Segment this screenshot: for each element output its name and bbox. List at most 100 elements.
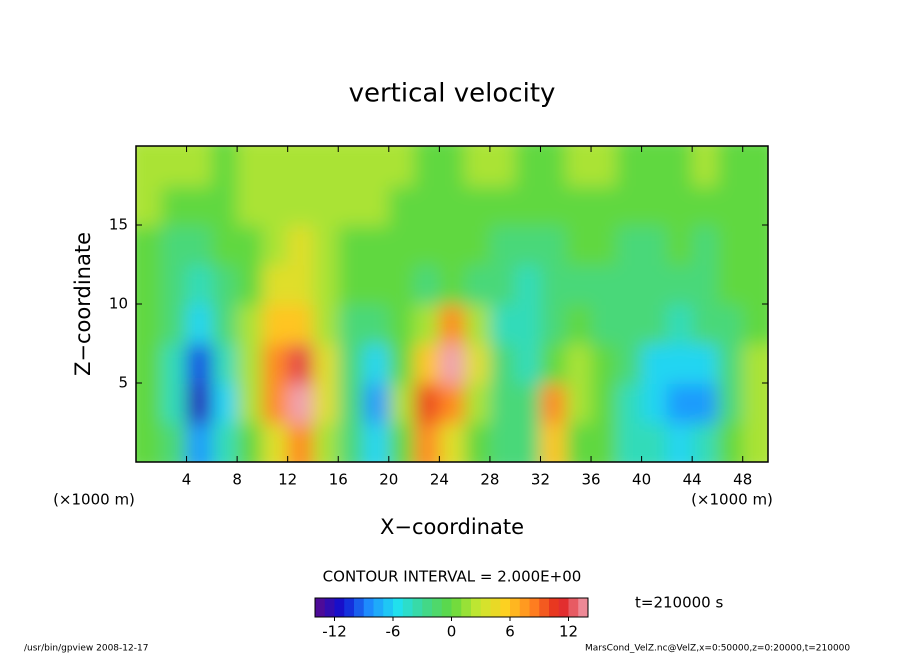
colorbar-cell <box>461 598 472 617</box>
colorbar-cell <box>373 598 384 617</box>
cell <box>591 304 618 345</box>
cell <box>489 146 517 187</box>
colorbar-cell <box>344 598 355 617</box>
cell <box>312 225 340 266</box>
cell <box>161 304 188 345</box>
chart-title: vertical velocity <box>349 79 556 109</box>
colorbar-cell <box>383 598 394 617</box>
cell <box>237 304 264 345</box>
cell <box>464 225 491 266</box>
cell <box>262 264 289 305</box>
cell <box>616 264 643 305</box>
cell <box>186 343 213 384</box>
cell <box>666 343 694 384</box>
cell <box>464 383 491 424</box>
cell <box>186 185 213 226</box>
colorbar-cell <box>451 598 462 617</box>
cell <box>742 343 768 384</box>
colorbar-cell <box>490 598 501 617</box>
cell <box>717 304 744 345</box>
cell <box>211 185 239 226</box>
cell <box>666 225 694 266</box>
x-tick-label: 36 <box>581 471 600 489</box>
x-tick-label: 8 <box>232 471 242 489</box>
cell <box>439 185 466 226</box>
cell <box>464 146 491 187</box>
cell <box>717 185 744 226</box>
cell <box>186 304 213 345</box>
cell <box>540 185 567 226</box>
colorbar-cell <box>510 598 521 617</box>
colorbar-cell <box>539 598 550 617</box>
cell <box>591 146 618 187</box>
colorbar-tick-label: -6 <box>386 623 401 641</box>
cell <box>388 343 416 384</box>
cell <box>211 146 239 187</box>
y-axis-label: Z−coordinate <box>71 232 95 376</box>
x-unit-left: (×1000 m) <box>53 491 135 509</box>
cell <box>641 304 668 345</box>
cell <box>186 422 213 462</box>
cell <box>388 225 416 266</box>
cell <box>414 343 441 384</box>
cell <box>338 225 365 266</box>
cell <box>692 185 719 226</box>
cell <box>515 304 542 345</box>
time-label: t=210000 s <box>635 594 723 612</box>
footer-right: MarsCond_VelZ.nc@VelZ,x=0:50000,z=0:2000… <box>585 644 850 654</box>
colorbar-cell <box>529 598 540 617</box>
cell <box>692 264 719 305</box>
cell <box>692 225 719 266</box>
cell <box>742 304 768 345</box>
cell <box>237 343 264 384</box>
cell <box>312 146 340 187</box>
cell <box>540 383 567 424</box>
cell <box>742 264 768 305</box>
cell <box>211 383 239 424</box>
cell <box>515 264 542 305</box>
cell <box>489 264 517 305</box>
x-tick-label: 40 <box>632 471 651 489</box>
cell <box>312 264 340 305</box>
cell <box>237 225 264 266</box>
cell <box>414 264 441 305</box>
plot-area <box>136 146 768 462</box>
cell <box>641 383 668 424</box>
cell <box>717 264 744 305</box>
colorbar-cell <box>324 598 335 617</box>
cell <box>666 304 694 345</box>
x-tick-label: 48 <box>733 471 752 489</box>
cell <box>489 343 517 384</box>
cell <box>591 225 618 266</box>
cell <box>388 383 416 424</box>
cell <box>338 343 365 384</box>
cell <box>641 225 668 266</box>
cell <box>641 185 668 226</box>
cell <box>591 343 618 384</box>
cell <box>692 146 719 187</box>
cell <box>414 383 441 424</box>
cell <box>439 264 466 305</box>
colorbar: -12 -6 0 6 12 <box>314 597 589 641</box>
cell <box>515 225 542 266</box>
x-unit-right: (×1000 m) <box>691 491 773 509</box>
colorbar-cell <box>568 598 579 617</box>
cell <box>717 146 744 187</box>
cell <box>591 383 618 424</box>
cell <box>136 422 163 462</box>
cell <box>186 225 213 266</box>
x-tick-label: 32 <box>531 471 550 489</box>
cell <box>515 146 542 187</box>
cell <box>717 343 744 384</box>
cell <box>439 422 466 462</box>
cell <box>388 264 416 305</box>
cell <box>312 185 340 226</box>
colorbar-cell <box>578 598 589 617</box>
cell <box>742 185 768 226</box>
cell <box>616 146 643 187</box>
cell <box>742 383 768 424</box>
cell <box>591 422 618 462</box>
cell <box>439 225 466 266</box>
cell <box>161 422 188 462</box>
cell <box>136 146 163 187</box>
